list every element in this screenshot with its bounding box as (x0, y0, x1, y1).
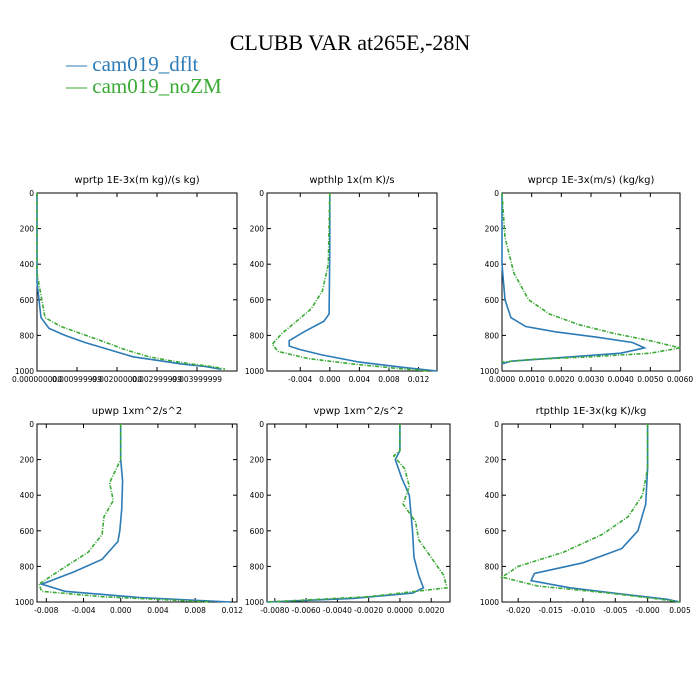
y-tick-label: 0 (259, 420, 264, 429)
y-tick-label: 600 (250, 527, 265, 536)
x-tick-label: 0.0010 (519, 375, 545, 384)
y-tick-label: 800 (485, 331, 500, 340)
x-tick-label: 0.004 (349, 375, 371, 384)
x-tick-label: -0.010 (571, 606, 595, 615)
y-tick-label: 1000 (480, 367, 499, 376)
y-tick-label: 200 (485, 225, 500, 234)
y-tick-label: 0 (259, 189, 264, 198)
y-tick-label: 200 (485, 456, 500, 465)
chart-title: upwp 1xm^2/s^2 (92, 406, 182, 417)
chart-title: wpthlp 1x(m K)/s (309, 175, 394, 186)
x-tick-label: 0.008 (378, 375, 400, 384)
y-tick-label: 0 (29, 189, 34, 198)
y-tick-label: 0 (494, 420, 499, 429)
x-tick-label: 0.000999999 (52, 375, 102, 384)
chart-title: wprcp 1E-3x(m/s) (kg/kg) (528, 175, 655, 186)
plot-frame (266, 423, 451, 603)
chart-title: wprtp 1E-3x(m kg)/(s kg) (74, 175, 199, 186)
x-tick-label: 0.0020 (548, 375, 574, 384)
y-tick-label: 1000 (480, 598, 499, 607)
chart-title: rtpthlp 1E-3x(kg K)/kg (536, 406, 647, 417)
figure-title: CLUBB VAR at265E,-28N (229, 30, 471, 55)
y-tick-label: 600 (485, 527, 500, 536)
x-tick-label: 0.0030 (578, 375, 604, 384)
x-tick-label: 0.000 (319, 375, 341, 384)
x-tick-label: 0.0000 (387, 606, 413, 615)
plot-frame (501, 192, 681, 372)
x-tick-label: -0.0060 (292, 606, 321, 615)
x-tick-label: 0.0000 (489, 375, 515, 384)
plot-frame (501, 423, 681, 603)
x-tick-label: 0.0020 (418, 606, 444, 615)
series-line-nozm (266, 424, 448, 603)
series-line-nozm (36, 193, 226, 370)
x-tick-label: -0.004 (288, 375, 312, 384)
series-line-nozm (501, 192, 681, 363)
y-tick-label: 800 (250, 562, 265, 571)
x-tick-label: -0.0020 (354, 606, 383, 615)
series-line-dflt (501, 193, 647, 365)
y-tick-label: 1000 (245, 367, 264, 376)
y-tick-label: 200 (250, 456, 265, 465)
y-tick-label: 400 (250, 260, 265, 269)
x-tick-label: -0.020 (506, 606, 530, 615)
x-tick-label: 0.005 (669, 606, 691, 615)
y-tick-label: 800 (20, 562, 35, 571)
x-tick-label: -0.005 (603, 606, 627, 615)
series-line-dflt (39, 424, 231, 603)
series-line-nozm (500, 424, 681, 603)
series-line-nozm (37, 424, 212, 603)
x-tick-label: 0.0060 (667, 375, 693, 384)
x-tick-label: 0.002999999 (132, 375, 182, 384)
legend-entry-dflt: — cam019_dflt (66, 52, 199, 76)
x-tick-label: -0.015 (538, 606, 562, 615)
x-tick-label: -0.008 (34, 606, 58, 615)
x-tick-label: 0.0040 (608, 375, 634, 384)
y-tick-label: 600 (485, 296, 500, 305)
x-tick-label: 0.008 (184, 606, 206, 615)
legend-entry-nozm: — cam019_noZM (66, 74, 222, 98)
x-tick-label: 0.002000000 (92, 375, 142, 384)
y-tick-label: 0 (29, 420, 34, 429)
x-tick-label: 0.0050 (637, 375, 663, 384)
series-line-dflt (36, 193, 222, 370)
y-tick-label: 1000 (15, 598, 34, 607)
y-tick-label: 800 (250, 331, 265, 340)
x-tick-label: -0.0040 (323, 606, 352, 615)
x-tick-label: -0.000 (636, 606, 660, 615)
plot-frame (266, 192, 438, 372)
x-tick-label: 0.003999999 (172, 375, 222, 384)
y-tick-label: 400 (20, 260, 35, 269)
y-tick-label: 200 (20, 456, 35, 465)
y-tick-label: 600 (20, 527, 35, 536)
y-tick-label: 400 (485, 260, 500, 269)
y-tick-label: 800 (20, 331, 35, 340)
y-tick-label: 600 (20, 296, 35, 305)
plot-frame (36, 192, 238, 372)
y-tick-label: 600 (250, 296, 265, 305)
y-tick-label: 200 (20, 225, 35, 234)
x-tick-label: 0.012 (408, 375, 430, 384)
series-line-dflt (266, 424, 425, 603)
x-tick-label: -0.004 (71, 606, 95, 615)
y-tick-label: 0 (494, 189, 499, 198)
chart-title: vpwp 1xm^2/s^2 (313, 406, 403, 417)
y-tick-label: 200 (250, 225, 265, 234)
x-tick-label: 0.000000000 (12, 375, 62, 384)
y-tick-label: 400 (250, 491, 265, 500)
y-tick-label: 1000 (15, 367, 34, 376)
x-tick-label: 0.000 (110, 606, 132, 615)
y-tick-label: 1000 (245, 598, 264, 607)
x-tick-label: -0.0080 (260, 606, 289, 615)
x-tick-label: 0.012 (222, 606, 244, 615)
x-tick-label: 0.004 (147, 606, 169, 615)
plot-frame (36, 423, 238, 603)
y-tick-label: 400 (485, 491, 500, 500)
y-tick-label: 800 (485, 562, 500, 571)
series-line-nozm (271, 192, 430, 372)
series-line-dflt (529, 424, 681, 603)
y-tick-label: 400 (20, 491, 35, 500)
series-line-dflt (288, 193, 438, 372)
